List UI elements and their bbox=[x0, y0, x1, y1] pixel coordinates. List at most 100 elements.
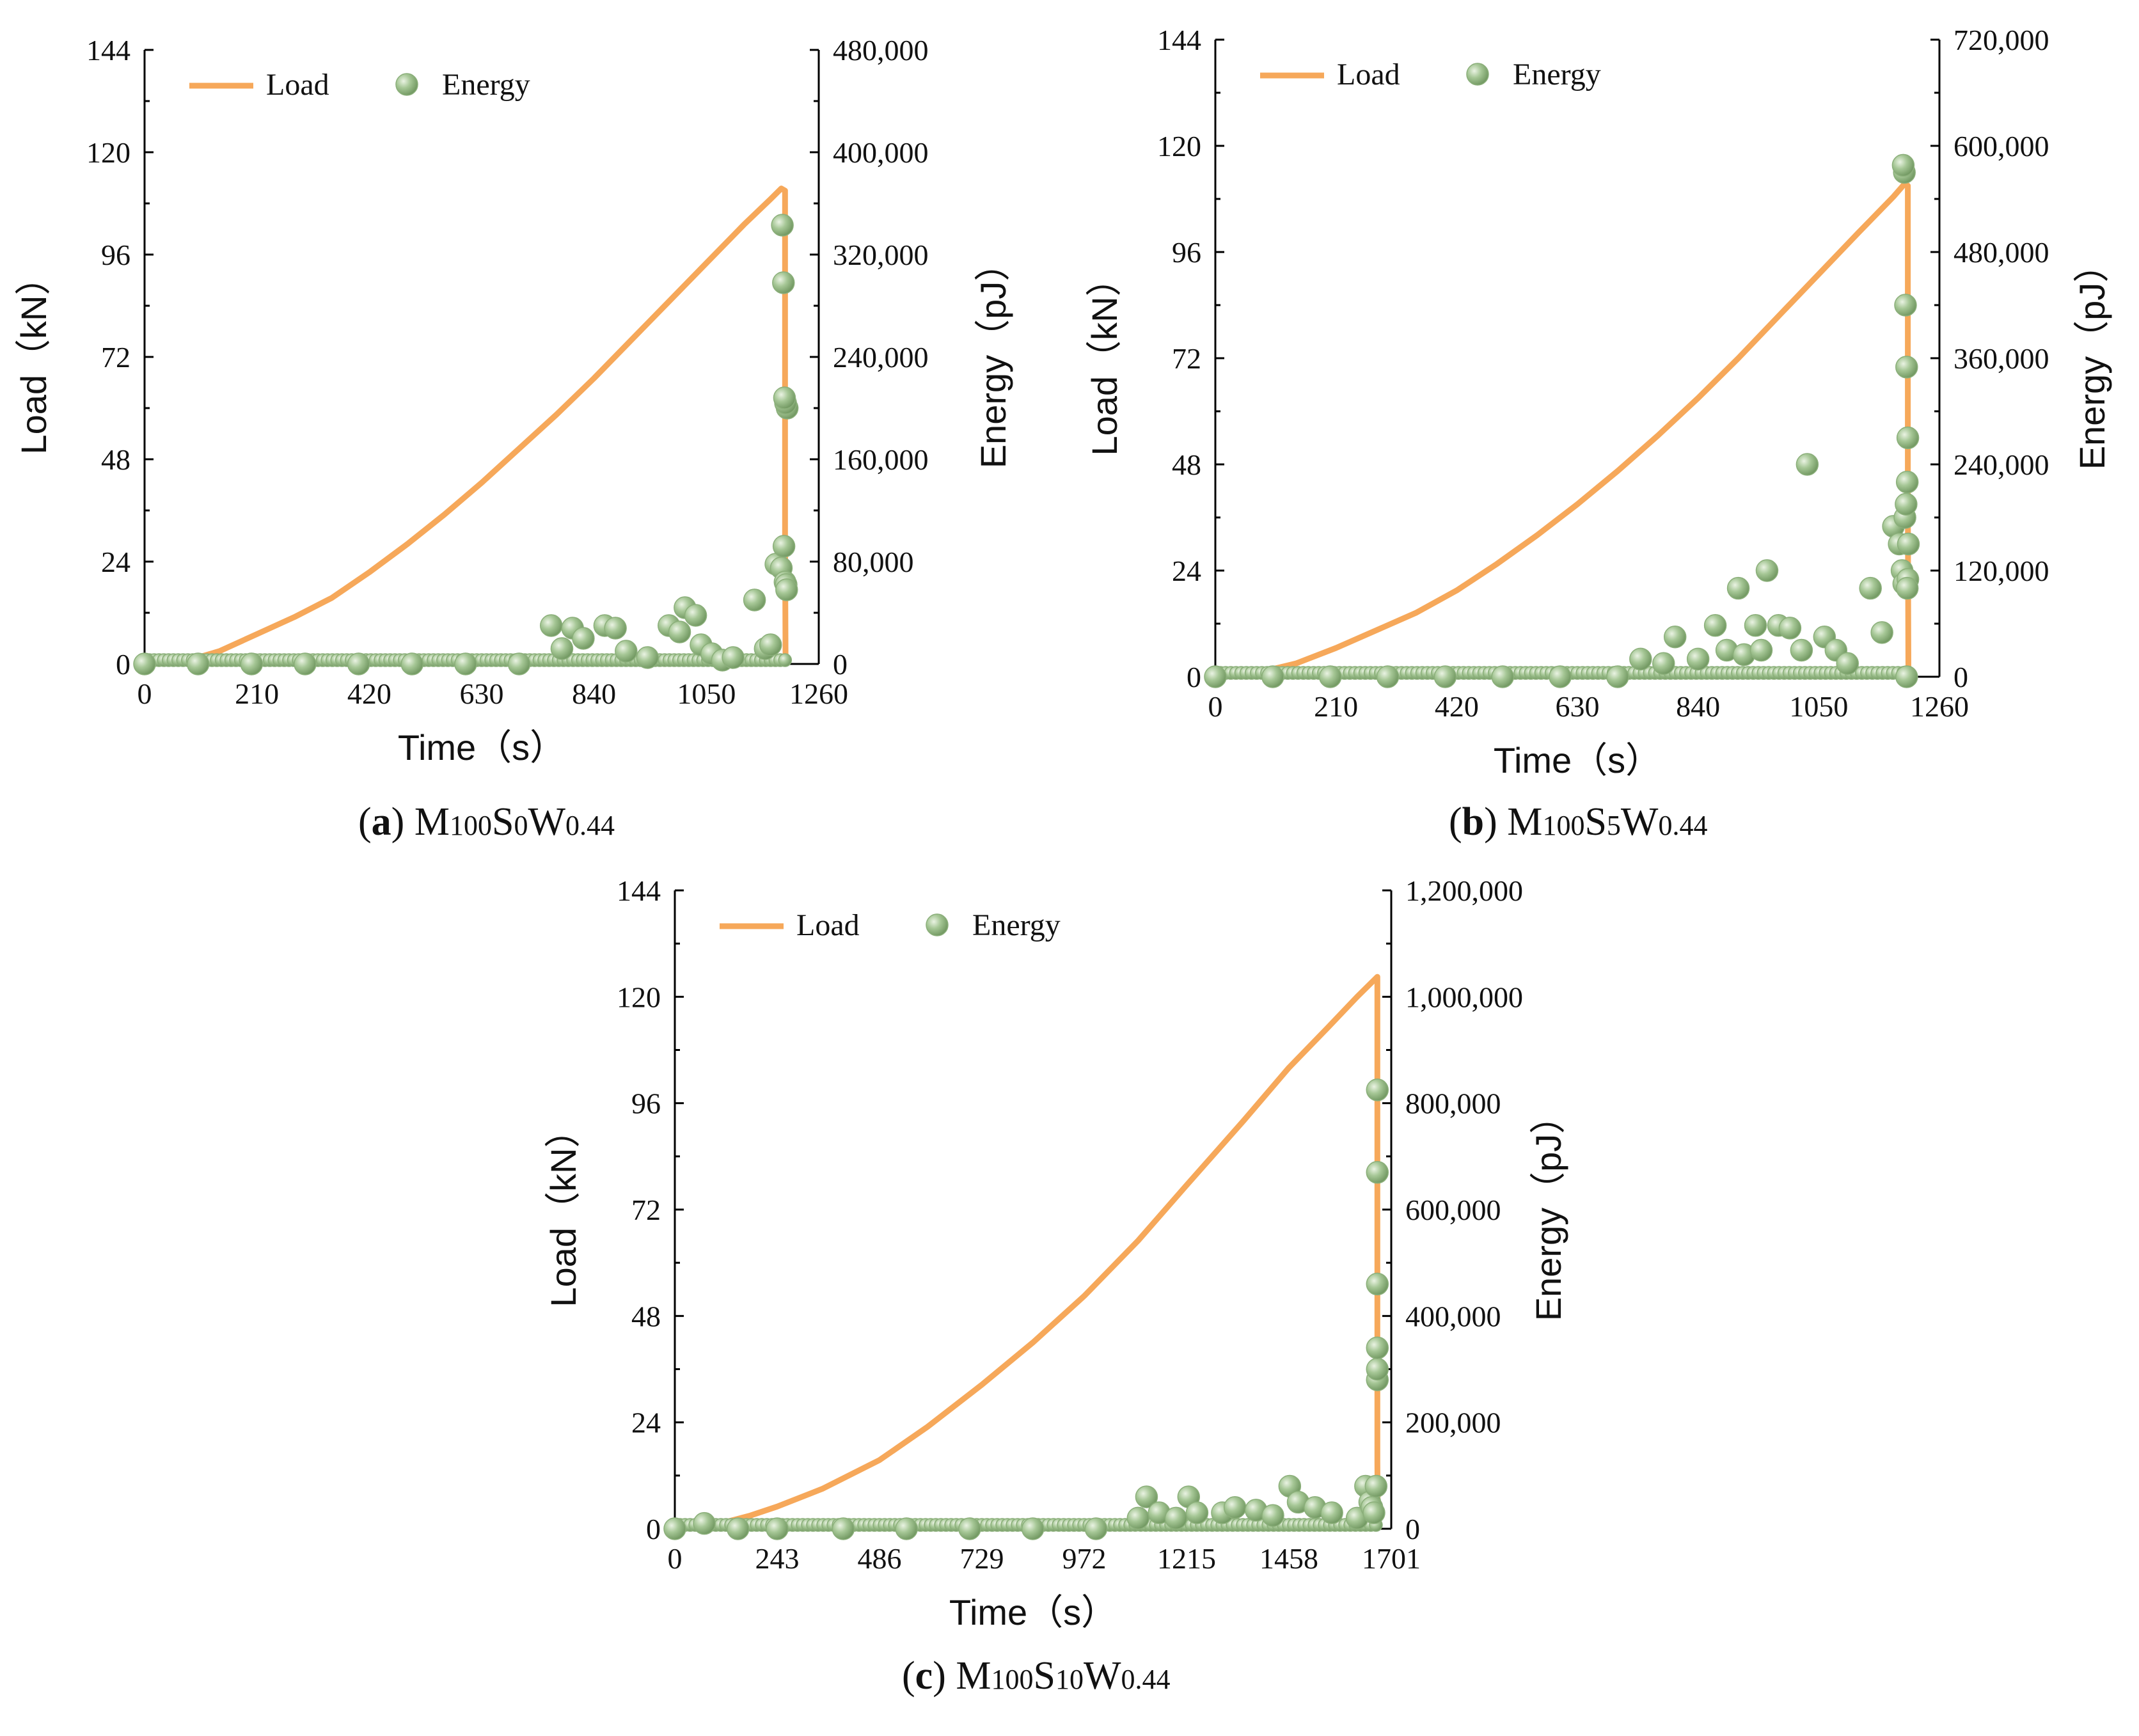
y-tick-label: 144 bbox=[617, 874, 661, 907]
energy-point bbox=[771, 214, 794, 237]
energy-point bbox=[1796, 453, 1819, 476]
energy-baseline-point bbox=[778, 653, 793, 667]
energy-point bbox=[1433, 665, 1457, 688]
caption-part: ) bbox=[1484, 800, 1507, 844]
energy-point bbox=[1364, 1474, 1388, 1498]
energy-point bbox=[1778, 617, 1802, 640]
caption-part: 100 bbox=[450, 810, 492, 841]
energy-point bbox=[766, 1517, 789, 1540]
y-axis-title: Load（kN） bbox=[543, 1112, 583, 1307]
energy-point bbox=[133, 652, 156, 675]
energy-point bbox=[1320, 1501, 1343, 1524]
y2-tick-label: 160,000 bbox=[833, 443, 929, 476]
x-tick-label: 840 bbox=[1676, 690, 1720, 723]
y-tick-label: 48 bbox=[1172, 448, 1201, 481]
y2-tick-label: 400,000 bbox=[1405, 1300, 1501, 1332]
y2-axis-title: Energy（pJ） bbox=[2072, 247, 2112, 470]
energy-point bbox=[1836, 652, 1859, 675]
energy-point bbox=[1606, 665, 1629, 688]
x-tick-label: 1260 bbox=[789, 677, 848, 710]
y-tick-label: 72 bbox=[631, 1194, 661, 1226]
caption-part: 0.44 bbox=[565, 810, 615, 841]
caption-part: W bbox=[1084, 1654, 1121, 1698]
y-tick-label: 24 bbox=[631, 1407, 661, 1439]
x-tick-label: 420 bbox=[1435, 690, 1479, 723]
energy-point bbox=[1897, 532, 1920, 556]
energy-point bbox=[347, 652, 370, 675]
energy-point bbox=[743, 588, 766, 612]
energy-point bbox=[832, 1517, 855, 1540]
legend-energy-swatch bbox=[395, 73, 418, 96]
energy-point bbox=[722, 646, 745, 669]
energy-point bbox=[958, 1517, 981, 1540]
y2-tick-label: 600,000 bbox=[1405, 1194, 1501, 1226]
energy-point bbox=[1185, 1501, 1209, 1524]
legend-energy-swatch bbox=[1466, 63, 1489, 86]
y-tick-label: 96 bbox=[631, 1087, 661, 1120]
energy-point bbox=[1366, 1078, 1389, 1101]
energy-point bbox=[772, 535, 796, 558]
energy-point bbox=[550, 637, 574, 660]
energy-point bbox=[1164, 1506, 1188, 1530]
caption-part: c bbox=[915, 1654, 933, 1698]
y2-tick-label: 200,000 bbox=[1405, 1407, 1501, 1439]
energy-point bbox=[1629, 647, 1652, 671]
energy-point bbox=[1726, 576, 1750, 600]
energy-point bbox=[507, 652, 531, 675]
x-tick-label: 630 bbox=[1556, 690, 1600, 723]
caption-part: 0.44 bbox=[1658, 810, 1707, 841]
energy-point bbox=[1686, 647, 1710, 671]
energy-point bbox=[1749, 638, 1773, 662]
legend-load-label: Load bbox=[266, 68, 329, 102]
y2-tick-label: 240,000 bbox=[1954, 448, 2049, 481]
load-series-line bbox=[1215, 180, 1911, 677]
x-tick-label: 0 bbox=[1208, 690, 1223, 723]
energy-point bbox=[539, 614, 563, 637]
x-tick-label: 420 bbox=[347, 677, 391, 710]
energy-point bbox=[773, 386, 796, 409]
energy-point bbox=[1366, 1357, 1389, 1381]
y-tick-label: 0 bbox=[1187, 661, 1201, 693]
energy-point bbox=[1366, 1336, 1389, 1359]
x-tick-label: 210 bbox=[235, 677, 279, 710]
energy-point bbox=[1366, 1161, 1389, 1184]
caption-part: M bbox=[414, 800, 450, 844]
energy-point bbox=[1318, 665, 1342, 688]
caption-part: ( bbox=[1449, 800, 1462, 844]
caption-part: W bbox=[1621, 800, 1659, 844]
legend-energy-label: Energy bbox=[972, 908, 1061, 942]
y2-tick-label: 1,000,000 bbox=[1405, 981, 1523, 1013]
y-tick-label: 120 bbox=[86, 136, 130, 169]
legend-load-label: Load bbox=[796, 908, 860, 942]
y2-axis-title: Energy（pJ） bbox=[973, 246, 1013, 469]
legend-energy-swatch bbox=[926, 913, 949, 936]
energy-point bbox=[1261, 1504, 1284, 1527]
y2-tick-label: 0 bbox=[1954, 661, 1968, 693]
x-tick-label: 729 bbox=[960, 1542, 1004, 1575]
energy-point bbox=[1744, 614, 1767, 637]
energy-point bbox=[1895, 493, 1918, 516]
x-tick-label: 1215 bbox=[1157, 1542, 1216, 1575]
energy-point bbox=[668, 620, 691, 643]
y-tick-label: 48 bbox=[631, 1300, 661, 1332]
energy-point bbox=[1491, 665, 1514, 688]
energy-point bbox=[1891, 154, 1915, 177]
x-tick-label: 1458 bbox=[1259, 1542, 1318, 1575]
caption-part: 5 bbox=[1607, 810, 1621, 841]
energy-point bbox=[1895, 665, 1918, 688]
x-tick-label: 630 bbox=[460, 677, 504, 710]
panel-caption: (b) M100S5W0.44 bbox=[1449, 800, 1707, 844]
y2-axis-title: Energy（pJ） bbox=[1528, 1098, 1568, 1322]
energy-point bbox=[1870, 621, 1893, 644]
y2-tick-label: 80,000 bbox=[833, 546, 914, 578]
energy-point bbox=[1895, 470, 1919, 494]
y-tick-label: 0 bbox=[116, 648, 130, 681]
energy-point bbox=[1859, 576, 1882, 600]
caption-part: 10 bbox=[1055, 1664, 1084, 1695]
y2-tick-label: 1,200,000 bbox=[1405, 874, 1523, 907]
x-tick-label: 840 bbox=[572, 677, 616, 710]
legend-energy-label: Energy bbox=[442, 68, 530, 102]
chart-panel-b: 0 210 420 630 840 1050 12600244872961201440120… bbox=[1084, 24, 2112, 844]
energy-point bbox=[1894, 294, 1917, 317]
